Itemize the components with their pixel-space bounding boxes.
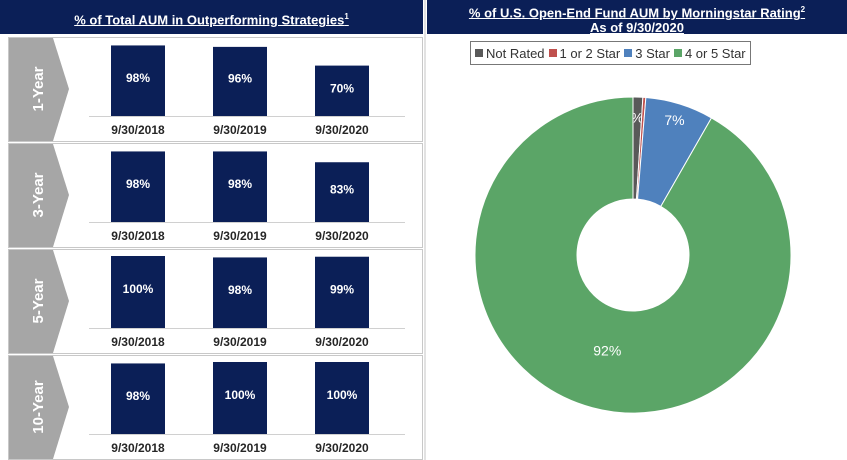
- bar-1-year-9-30-2019: [213, 46, 267, 116]
- legend-label: 1 or 2 Star: [559, 45, 621, 61]
- panel-5-year: 5-Year 100% 9/30/2018 98% 9/30/2019 99% 9/30/2…: [8, 249, 423, 354]
- legend-item-3-star: 3 Star: [624, 46, 670, 61]
- legend-swatch: [548, 49, 557, 57]
- bar-value-label: 98%: [228, 283, 252, 297]
- panel-title-1-year: 1-Year: [30, 66, 47, 111]
- bar-1-year-9-30-2020: [315, 65, 369, 116]
- x-tick-label: 9/30/2019: [213, 123, 267, 137]
- bar-value-label: 99%: [330, 282, 354, 296]
- legend-item-1-or-2-star: 1 or 2 Star: [548, 45, 621, 61]
- panel-title-3-year: 3-Year: [30, 172, 47, 217]
- right-header-subtitle: As of 9/30/2020: [590, 20, 684, 36]
- bar-value-label: 98%: [126, 71, 150, 85]
- x-tick-label: 9/30/2018: [111, 335, 165, 349]
- x-tick-label: 9/30/2018: [111, 123, 165, 137]
- x-tick-label: 9/30/2019: [213, 335, 267, 349]
- bar-value-label: 100%: [327, 388, 358, 402]
- legend-item-not-rated: Not Rated: [475, 46, 545, 61]
- bar-chart-10-year: 10-Year 98% 9/30/2018 100% 9/30/2019 100% 9/30…: [9, 356, 405, 459]
- bar-5-year-9-30-2018: [111, 256, 165, 328]
- legend-item-4-or-5-star: 4 or 5 Star: [673, 45, 746, 61]
- chevron-arrow-icon: [9, 38, 69, 141]
- legend-swatch: [475, 49, 483, 57]
- bar-value-label: 100%: [225, 388, 256, 402]
- bar-value-label: 70%: [330, 81, 354, 95]
- legend-swatch: [624, 49, 633, 57]
- x-tick-label: 9/30/2020: [315, 229, 369, 243]
- bar-value-label: 96%: [228, 72, 252, 86]
- right-header: % of U.S. Open-End Fund AUM by Morningst…: [427, 0, 847, 36]
- x-tick-label: 9/30/2020: [315, 335, 369, 349]
- bar-10-year-9-30-2020: [315, 362, 369, 434]
- left-header-footnote: 1: [344, 12, 349, 21]
- chevron-arrow-icon: [9, 144, 69, 247]
- x-tick-label: 9/30/2018: [111, 229, 165, 243]
- bar-value-label: 100%: [123, 282, 154, 296]
- column-divider: [424, 0, 426, 460]
- legend-label: 3 Star: [635, 45, 670, 61]
- panel-1-year: 1-Year 98% 9/30/2018 96% 9/30/2019 70% 9/30/20…: [8, 37, 423, 142]
- pie-chart-svg: 1%7%92%: [474, 96, 792, 414]
- left-header-title: % of Total AUM in Outperforming Strategi…: [74, 12, 345, 28]
- chevron-arrow-icon: [9, 356, 69, 459]
- bar-value-label: 98%: [228, 177, 252, 191]
- pie-value-label-4-or-5-star: 92%: [593, 342, 621, 358]
- pie-chart: 1%7%92%: [468, 90, 798, 425]
- bar-10-year-9-30-2019: [213, 362, 267, 434]
- bar-value-label: 98%: [126, 389, 150, 403]
- pie-value-label-3-star: 7%: [664, 112, 684, 128]
- left-header: % of Total AUM in Outperforming Strategi…: [0, 0, 423, 34]
- x-tick-label: 9/30/2019: [213, 441, 267, 455]
- panel-title-5-year: 5-Year: [30, 278, 47, 323]
- bar-10-year-9-30-2018: [111, 363, 165, 434]
- bar-chart-1-year: 1-Year 98% 9/30/2018 96% 9/30/2019 70% 9/30/20…: [9, 38, 405, 141]
- panel-10-year: 10-Year 98% 9/30/2018 100% 9/30/2019 100% 9/30…: [8, 355, 423, 460]
- bar-5-year-9-30-2020: [315, 256, 369, 328]
- bar-chart-5-year: 5-Year 100% 9/30/2018 98% 9/30/2019 99% 9/30/2…: [9, 250, 405, 353]
- right-header-title: % of U.S. Open-End Fund AUM by Morningst…: [468, 5, 801, 21]
- bar-1-year-9-30-2018: [111, 45, 165, 116]
- x-tick-label: 9/30/2018: [111, 441, 165, 455]
- pie-legend: Not Rated 1 or 2 Star 3 Star 4 or 5 Star: [470, 41, 751, 65]
- x-tick-label: 9/30/2020: [315, 441, 369, 455]
- chevron-arrow-icon: [9, 250, 69, 353]
- bar-value-label: 83%: [330, 182, 354, 196]
- legend-swatch: [673, 49, 682, 57]
- bar-5-year-9-30-2019: [213, 257, 267, 328]
- x-tick-label: 9/30/2019: [213, 229, 267, 243]
- pie-slice-4-or-5-star: [474, 96, 792, 414]
- bar-value-label: 98%: [126, 177, 150, 191]
- legend-label: 4 or 5 Star: [684, 45, 746, 61]
- x-tick-label: 9/30/2020: [315, 123, 369, 137]
- bar-chart-3-year: 3-Year 98% 9/30/2018 98% 9/30/2019 83% 9/30/20…: [9, 144, 405, 247]
- bar-3-year-9-30-2019: [213, 151, 267, 222]
- right-header-footnote: 2: [800, 5, 806, 14]
- bar-3-year-9-30-2018: [111, 151, 165, 222]
- legend-label: Not Rated: [486, 45, 545, 61]
- panel-title-10-year: 10-Year: [30, 380, 47, 434]
- panel-3-year: 3-Year 98% 9/30/2018 98% 9/30/2019 83% 9/30/20…: [8, 143, 423, 248]
- bar-3-year-9-30-2020: [315, 162, 369, 222]
